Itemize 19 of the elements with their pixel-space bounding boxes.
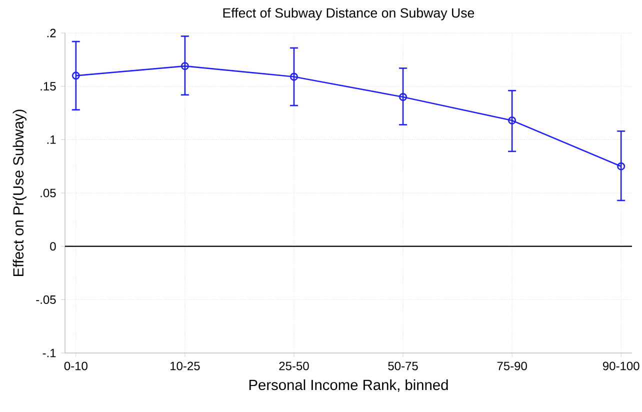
x-tick-label: 25-50 — [279, 362, 309, 370]
x-tick-label: 10-25 — [170, 362, 200, 370]
chart-title: Effect of Subway Distance on Subway Use — [223, 8, 474, 20]
x-axis-title: Personal Income Rank, binned — [249, 379, 448, 392]
point — [72, 72, 80, 80]
y-tick-label: .2 — [47, 28, 56, 38]
x-tick-label: 0-10 — [64, 362, 88, 370]
y-tick-label: .1 — [47, 136, 56, 144]
y-tick-label: .15 — [40, 82, 56, 91]
x-tick-label: 90-100 — [602, 362, 640, 370]
point — [180, 62, 189, 70]
y-tick-label: 0 — [50, 242, 56, 251]
y-axis-title: Effect on Pr(Use Subway) — [12, 110, 26, 276]
x-tick-label: 75-90 — [497, 362, 527, 370]
point — [508, 116, 516, 124]
y-tick-label: .05 — [40, 188, 56, 198]
y-tick-label: -.1 — [42, 348, 56, 358]
y-tick-label: -.05 — [36, 295, 56, 304]
x-tick-label: 50-75 — [388, 362, 418, 370]
